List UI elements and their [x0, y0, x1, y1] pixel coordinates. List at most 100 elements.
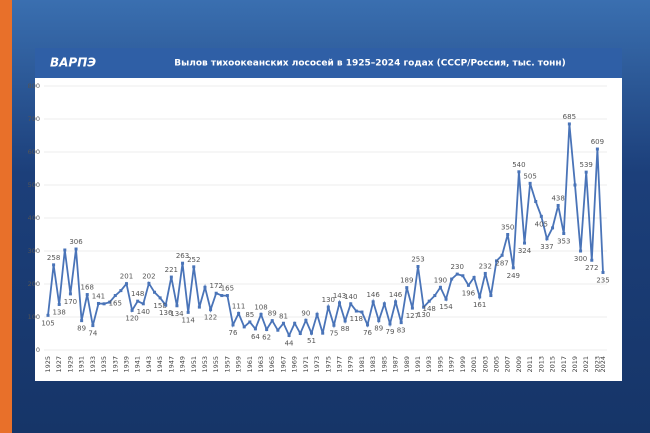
point: [293, 321, 297, 325]
point: [46, 313, 50, 317]
point: [410, 306, 414, 310]
data-label: 172: [209, 282, 222, 290]
point: [489, 294, 493, 298]
data-label: 405: [535, 220, 548, 228]
x-tick-label: 1953: [201, 356, 209, 373]
x-tick-label: 1975: [324, 356, 332, 373]
point: [551, 226, 555, 230]
point: [366, 323, 370, 327]
data-label: 306: [69, 238, 83, 246]
point: [545, 237, 549, 241]
data-label: 140: [137, 308, 150, 316]
data-label: 272: [585, 264, 598, 272]
data-label: 196: [462, 289, 476, 297]
data-label: 89: [374, 325, 383, 333]
point: [478, 295, 482, 299]
data-label: 201: [120, 273, 133, 281]
x-tick-label: 1929: [66, 356, 74, 373]
data-label: 287: [495, 259, 508, 267]
data-label: 138: [53, 308, 66, 316]
point: [259, 312, 263, 316]
data-label: 76: [229, 329, 238, 337]
data-label: 76: [363, 329, 372, 337]
point: [287, 333, 291, 337]
data-label: 114: [181, 316, 195, 324]
x-tick-label: 2001: [470, 356, 478, 373]
data-label: 118: [350, 315, 363, 323]
y-tick-label: 400: [28, 214, 40, 222]
point: [203, 285, 207, 289]
data-label: 122: [204, 314, 217, 322]
data-label: 143: [333, 292, 346, 300]
data-label: 165: [221, 285, 234, 293]
data-label: 136: [159, 309, 173, 317]
x-tick-label: 2024: [599, 356, 607, 373]
point: [427, 299, 431, 303]
point: [500, 253, 504, 257]
x-tick-label: 1961: [246, 356, 254, 373]
x-tick-label: 1963: [257, 356, 265, 373]
point: [136, 299, 140, 303]
point: [96, 301, 100, 305]
data-label: 141: [92, 292, 105, 300]
data-label: 120: [125, 314, 138, 322]
data-label: 350: [501, 224, 514, 232]
data-label: 609: [591, 138, 604, 146]
point: [124, 282, 128, 286]
point: [113, 294, 117, 298]
data-label: 165: [109, 300, 122, 308]
point: [601, 270, 605, 274]
data-label: 146: [366, 291, 380, 299]
data-label: 540: [512, 161, 525, 169]
point: [68, 292, 72, 296]
point: [253, 327, 257, 331]
point: [349, 302, 353, 306]
data-label: 249: [507, 272, 520, 280]
x-tick-label: 1977: [336, 356, 344, 373]
x-tick-label: 1981: [358, 356, 366, 373]
point: [517, 170, 521, 174]
x-tick-label: 2007: [504, 356, 512, 373]
x-tick-label: 1985: [380, 356, 388, 373]
x-tick-label: 1935: [100, 356, 108, 373]
data-label: 438: [551, 194, 564, 202]
point: [506, 233, 510, 236]
data-label: 337: [540, 243, 553, 251]
point: [237, 311, 241, 315]
point: [304, 318, 308, 322]
x-tick-label: 1955: [212, 356, 220, 373]
point: [158, 296, 162, 300]
y-tick-label: 600: [28, 148, 40, 156]
point: [326, 305, 330, 309]
data-label: 81: [279, 312, 288, 320]
data-label: 105: [41, 319, 54, 327]
point: [472, 275, 476, 279]
data-label: 539: [579, 161, 592, 169]
x-tick-label: 2019: [571, 356, 579, 373]
point: [242, 325, 246, 329]
point: [164, 303, 168, 307]
x-tick-label: 2023: [593, 356, 601, 373]
point: [416, 265, 420, 269]
data-label: 170: [64, 298, 77, 306]
data-label: 130: [322, 296, 335, 304]
y-tick-label: 700: [28, 115, 40, 123]
x-tick-label: 2021: [582, 356, 590, 373]
data-label: 108: [254, 303, 267, 311]
point: [444, 297, 448, 301]
x-tick-label: 1951: [190, 356, 198, 373]
point: [181, 261, 185, 265]
point: [309, 331, 313, 335]
x-tick-label: 1965: [268, 356, 276, 373]
data-label: 88: [341, 325, 350, 333]
point: [562, 232, 566, 236]
point: [147, 281, 151, 285]
point: [528, 181, 532, 185]
header-bar: [35, 48, 622, 78]
x-tick-label: 1943: [145, 356, 153, 373]
point: [214, 291, 218, 295]
data-label: 353: [557, 238, 570, 246]
point: [494, 259, 498, 263]
point: [399, 321, 403, 325]
